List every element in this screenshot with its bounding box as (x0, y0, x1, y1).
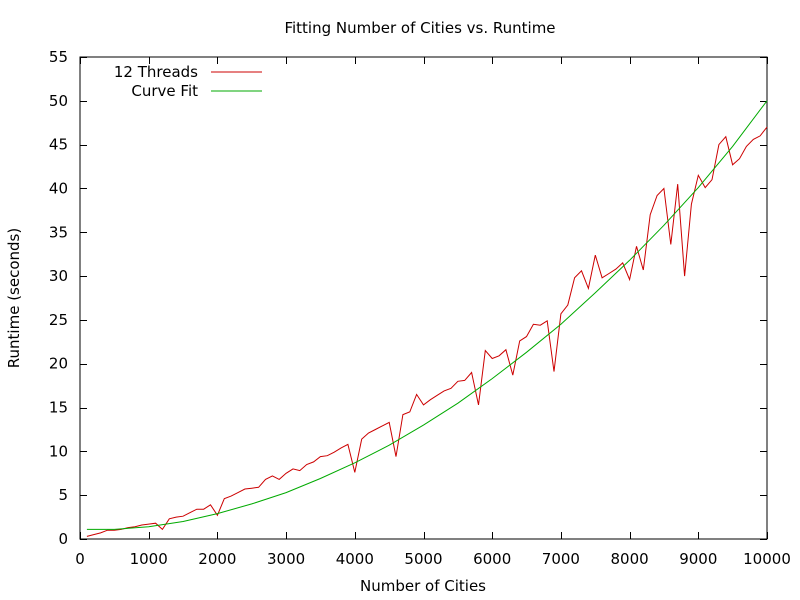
plot-frame (79, 56, 768, 540)
y-axis-label: Runtime (seconds) (5, 228, 23, 368)
x-tick-label: 0 (75, 550, 85, 568)
x-tick-label: 10000 (743, 550, 791, 568)
x-tick-label: 4000 (336, 550, 374, 568)
y-tick-label: 50 (49, 92, 68, 110)
x-axis-label: Number of Cities (360, 577, 486, 595)
series-line-12-threads (86, 126, 768, 537)
y-tick-label: 25 (49, 311, 68, 329)
y-tick-label: 0 (58, 530, 68, 548)
x-tick-label: 6000 (473, 550, 511, 568)
tick-labels: 0 1000 2000 3000 4000 5000 6000 7000 8000 9000 100… (49, 48, 791, 568)
x-tick-label: 1000 (130, 550, 168, 568)
x-tick-label: 5000 (404, 550, 442, 568)
x-tick-label: 8000 (611, 550, 649, 568)
y-tick-label: 55 (49, 48, 68, 66)
series-line-curve-fit (86, 100, 768, 530)
x-tick-label: 9000 (679, 550, 717, 568)
y-tick-label: 35 (49, 223, 68, 241)
x-tick-label: 3000 (267, 550, 305, 568)
x-tick-label: 2000 (198, 550, 236, 568)
y-tick-label: 20 (49, 355, 68, 373)
legend-label: 12 Threads (114, 63, 198, 81)
y-tick-label: 40 (49, 179, 68, 197)
x-tick-label: 7000 (542, 550, 580, 568)
y-tick-label: 15 (49, 399, 68, 417)
legend-label: Curve Fit (131, 82, 198, 100)
y-tick-label: 45 (49, 136, 68, 154)
chart-title: Fitting Number of Cities vs. Runtime (284, 19, 555, 37)
y-tick-label: 10 (49, 442, 68, 460)
axis-ticks (80, 57, 768, 540)
y-tick-label: 30 (49, 267, 68, 285)
series-lines (86, 100, 768, 537)
y-tick-label: 5 (58, 486, 68, 504)
